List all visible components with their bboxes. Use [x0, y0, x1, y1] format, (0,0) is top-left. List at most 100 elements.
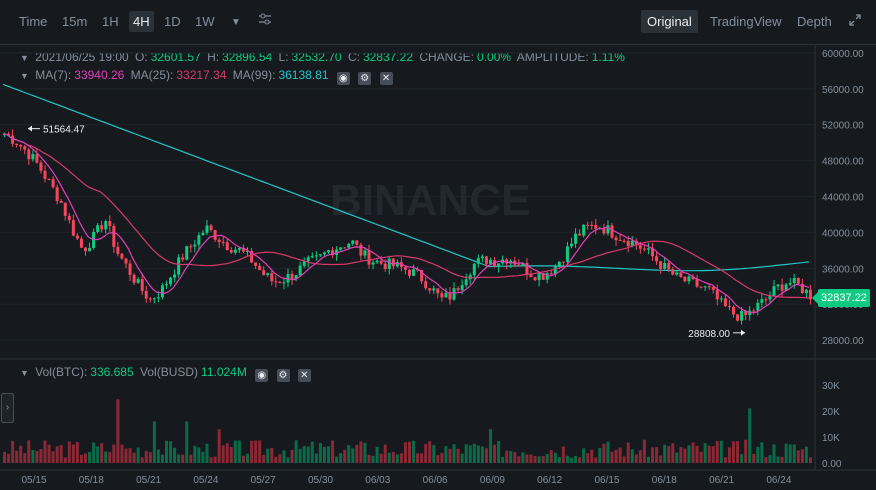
volume-bar [480, 446, 484, 463]
candle-body [638, 245, 642, 249]
y-tick-label: 52000.00 [822, 121, 864, 132]
candle-body [148, 298, 152, 300]
candle-body [233, 249, 237, 253]
volume-bar [258, 440, 262, 463]
close-icon[interactable]: ✕ [379, 72, 393, 85]
volume-bar [760, 442, 764, 463]
candle-body [614, 237, 618, 241]
volume-bar [169, 441, 173, 463]
volume-bar [193, 445, 197, 463]
candle-body [472, 263, 476, 276]
candle-body [497, 263, 501, 267]
volume-bar [501, 456, 505, 463]
volume-bar [165, 440, 168, 463]
vol-btc-value: 336.685 [90, 365, 134, 379]
candle-body [379, 260, 383, 264]
candle-body [144, 290, 148, 299]
candle-body [136, 279, 140, 283]
view-tradingview[interactable]: TradingView [710, 14, 782, 29]
volume-bar [424, 443, 428, 463]
volume-bar [108, 452, 112, 463]
volume-bar [715, 441, 719, 463]
candle-body [602, 227, 606, 234]
volume-bar [23, 453, 27, 463]
volume-bar [638, 450, 642, 463]
sidebar-toggle[interactable]: › [1, 393, 14, 423]
interval-1w[interactable]: 1W [195, 14, 215, 29]
candle-body [776, 284, 780, 287]
volume-bar [776, 456, 780, 463]
volume-bar [39, 449, 43, 463]
x-tick-label: 06/06 [423, 475, 448, 486]
candle-body [59, 200, 63, 203]
eye-icon[interactable]: ◉ [336, 72, 350, 85]
volume-bar [335, 456, 339, 463]
close-icon[interactable]: ✕ [297, 369, 311, 382]
high-annotation: 51564.47 [43, 125, 85, 136]
candle-body [444, 293, 448, 298]
volume-bar [675, 452, 679, 463]
volume-bar [250, 440, 254, 463]
candle-body [683, 276, 687, 282]
volume-bar [302, 446, 306, 463]
candle-body [679, 272, 683, 277]
candle-body [687, 276, 691, 282]
x-tick-label: 06/15 [594, 475, 619, 486]
volume-bar [136, 447, 140, 463]
candle-body [92, 231, 96, 248]
volume-bar [290, 450, 294, 463]
view-depth[interactable]: Depth [797, 14, 832, 29]
settings-icon[interactable]: ⚙ [358, 72, 372, 85]
candle-body [225, 242, 229, 251]
candle-body [201, 232, 205, 236]
collapse-icon[interactable]: ▼ [20, 71, 29, 81]
candle-body [756, 302, 760, 311]
expand-icon[interactable] [848, 13, 862, 30]
sliders-icon[interactable] [258, 12, 272, 29]
volume-bar [383, 444, 387, 463]
interval-4h[interactable]: 4H [129, 11, 154, 32]
candle-body [124, 258, 128, 264]
candle-body [258, 265, 262, 271]
volume-bar [128, 448, 132, 463]
caret-down-icon[interactable]: ▼ [231, 17, 241, 28]
ma25-label: MA(25): [130, 68, 174, 82]
chart-toolbar: Time 15m 1H 4H 1D 1W ▼ Original TradingV… [0, 0, 876, 45]
volume-bar [132, 452, 136, 463]
vol-y-tick-label: 10K [822, 433, 840, 444]
volume-bar [444, 446, 448, 463]
volume-bar [241, 455, 245, 463]
candle-body [347, 243, 351, 248]
volume-bar [800, 449, 804, 463]
candle-body [428, 288, 432, 291]
candle-body [598, 227, 602, 229]
volume-bar [521, 452, 525, 463]
volume-bar [88, 451, 92, 463]
interval-15m[interactable]: 15m [62, 14, 88, 29]
low-value: 32532.70 [291, 50, 342, 64]
candle-body [464, 279, 468, 286]
volume-bar [626, 442, 630, 463]
interval-1h[interactable]: 1H [102, 14, 119, 29]
x-tick-label: 06/03 [365, 475, 390, 486]
x-tick-label: 05/18 [79, 475, 104, 486]
volume-bar [156, 449, 160, 463]
volume-bar [246, 453, 249, 463]
collapse-icon[interactable]: ▼ [20, 368, 29, 378]
settings-icon[interactable]: ⚙ [276, 369, 290, 382]
collapse-icon[interactable]: ▼ [20, 53, 29, 63]
interval-1d[interactable]: 1D [164, 14, 181, 29]
candle-body [116, 246, 120, 254]
volume-bar [92, 442, 96, 463]
eye-icon[interactable]: ◉ [255, 369, 269, 382]
volume-bar [484, 448, 488, 463]
candle-body [217, 239, 221, 242]
candle-body [322, 252, 326, 255]
volume-bar [11, 440, 15, 463]
view-original[interactable]: Original [641, 10, 698, 33]
interval-time[interactable]: Time [19, 14, 48, 29]
candle-body [399, 262, 403, 268]
volume-bar [355, 444, 359, 463]
volume-bar [379, 453, 383, 463]
volume-bar [144, 450, 148, 463]
